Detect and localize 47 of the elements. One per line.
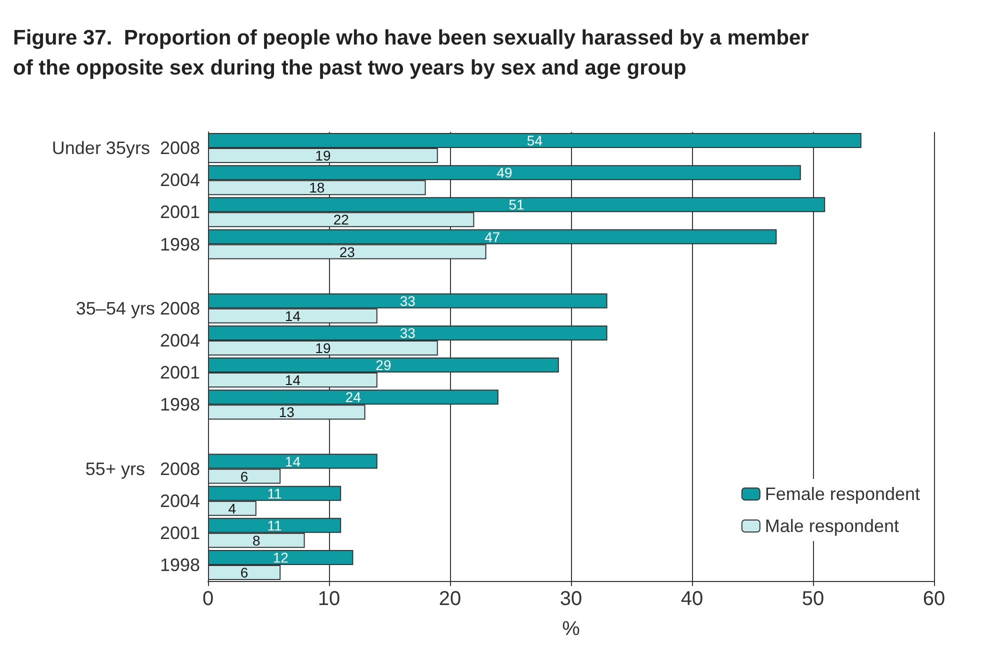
data-label: 11 — [267, 485, 282, 502]
y-tick-label: 35–54 yrs 2008 — [76, 298, 200, 318]
legend-label: Female respondent — [764, 484, 920, 504]
data-label: 51 — [508, 196, 525, 213]
data-label: 23 — [339, 244, 356, 260]
x-tick-label: 60 — [922, 588, 946, 610]
x-axis-title: % — [562, 618, 580, 640]
data-label: 33 — [400, 292, 416, 309]
y-tick-label: 2001 — [160, 202, 200, 222]
data-label: 8 — [252, 532, 260, 548]
data-label: 19 — [315, 148, 331, 164]
legend-label: Male respondent — [764, 516, 899, 536]
y-tick-label: 2004 — [160, 170, 200, 190]
data-label: 49 — [496, 164, 512, 181]
data-label: 14 — [284, 308, 301, 324]
data-label: 4 — [228, 500, 236, 516]
chart-title: Figure 37. Proportion of people who have been sexually harassed by a member of the opposite sex during the past two years by sex and age group — [13, 26, 809, 80]
y-tick-label: 2004 — [160, 330, 200, 350]
x-tick-label: 30 — [560, 588, 582, 610]
y-tick-label: Under 35yrs 2008 — [52, 138, 200, 158]
data-label: 14 — [284, 453, 301, 470]
data-label: 11 — [267, 517, 282, 534]
x-tick-label: 40 — [680, 588, 704, 610]
data-label: 33 — [400, 324, 416, 341]
data-label: 6 — [240, 564, 248, 580]
y-tick-label: 1998 — [160, 394, 200, 415]
data-label: 12 — [272, 549, 289, 566]
data-label: 22 — [333, 212, 350, 228]
y-tick-label: 2004 — [160, 490, 200, 511]
data-label: 54 — [526, 132, 543, 149]
x-tick-label: 20 — [438, 588, 462, 610]
data-label: 47 — [484, 228, 500, 245]
y-tick-label: 1998 — [160, 234, 200, 254]
data-label: 6 — [240, 468, 248, 484]
data-label: 19 — [315, 340, 331, 356]
data-label: 18 — [309, 180, 325, 196]
data-label: 14 — [284, 372, 301, 388]
data-label: 24 — [345, 389, 362, 406]
data-label: 29 — [376, 357, 392, 374]
y-tick-label: 2001 — [160, 522, 200, 543]
x-tick-label: 0 — [202, 588, 214, 610]
x-tick-label: 10 — [318, 588, 340, 610]
x-tick-label: 50 — [802, 588, 824, 610]
y-tick-label: 55+ yrs 2008 — [85, 458, 200, 479]
y-tick-label: 2001 — [160, 362, 200, 383]
y-tick-label: 1998 — [160, 554, 200, 575]
data-label: 13 — [278, 404, 295, 420]
